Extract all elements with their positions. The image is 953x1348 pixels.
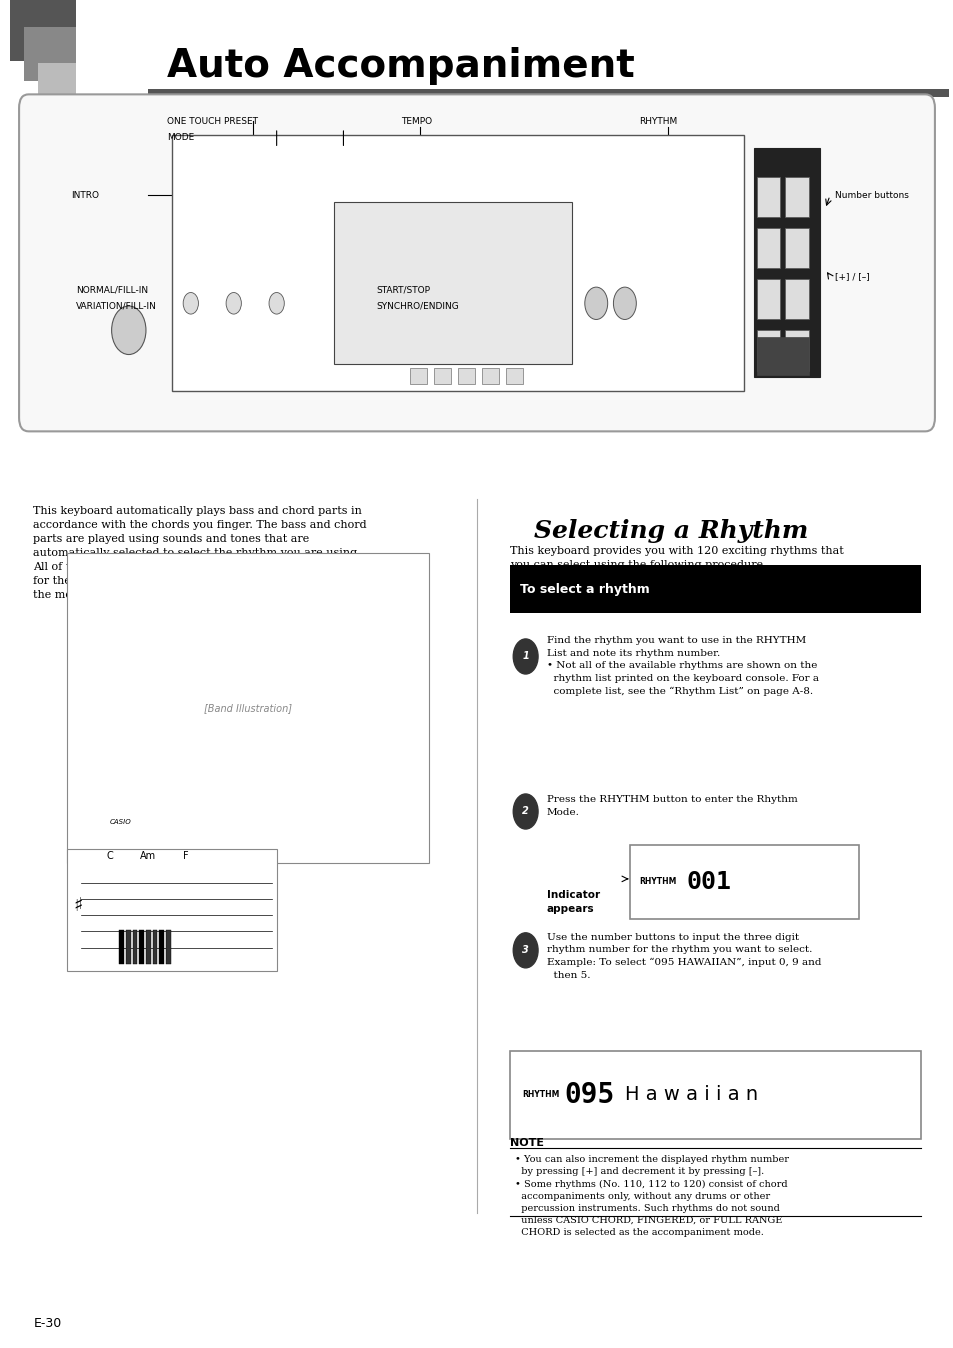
Bar [505,368,522,384]
Circle shape [269,293,284,314]
Bar [148,89,948,97]
Text: SYNCHRO/ENDING: SYNCHRO/ENDING [376,302,459,310]
Circle shape [513,639,537,674]
FancyBboxPatch shape [19,94,934,431]
Text: 095: 095 [564,1081,615,1108]
Text: ♯: ♯ [73,896,83,915]
Bar [139,930,144,964]
Bar [38,63,76,101]
Text: ONE TOUCH PRESET: ONE TOUCH PRESET [167,117,257,125]
Bar [756,330,780,371]
Bar [24,27,76,81]
Bar [784,279,808,319]
Text: NOTE: NOTE [510,1139,544,1148]
Text: Press the RHYTHM button to enter the Rhythm
Mode.: Press the RHYTHM button to enter the Rhy… [546,795,797,817]
Bar [410,368,427,384]
Text: 001: 001 [686,869,731,894]
Bar [146,930,151,964]
Text: To select a rhythm: To select a rhythm [519,582,649,596]
Text: • You can also increment the displayed rhythm number
  by pressing [+] and decre: • You can also increment the displayed r… [515,1155,788,1237]
Text: 2: 2 [521,806,529,817]
Circle shape [226,293,241,314]
Text: Selecting a Rhythm: Selecting a Rhythm [534,519,808,543]
Text: 1: 1 [521,651,529,662]
Circle shape [584,287,607,319]
Text: START/STOP: START/STOP [376,286,431,294]
Circle shape [513,794,537,829]
Bar [334,202,572,364]
Bar [756,279,780,319]
Text: RHYTHM: RHYTHM [639,117,677,125]
Bar [756,177,780,217]
Bar [784,228,808,268]
Bar [152,930,157,964]
Bar [629,845,858,919]
Text: MODE: MODE [167,133,194,142]
Text: INTRO: INTRO [71,191,99,200]
Circle shape [613,287,636,319]
Text: E-30: E-30 [33,1317,62,1330]
Text: TEMPO: TEMPO [400,117,432,125]
Bar [67,553,429,863]
Bar [126,930,131,964]
Bar [434,368,451,384]
Text: This keyboard automatically plays bass and chord parts in
accordance with the ch: This keyboard automatically plays bass a… [33,506,374,600]
Bar [132,930,137,964]
Bar [481,368,498,384]
Text: Find the rhythm you want to use in the RHYTHM
List and note its rhythm number.
•: Find the rhythm you want to use in the R… [546,636,818,696]
Text: This keyboard provides you with 120 exciting rhythms that
you can select using t: This keyboard provides you with 120 exci… [510,546,843,570]
Circle shape [183,293,198,314]
Circle shape [513,933,537,968]
Bar [753,148,820,377]
Text: [Band Illustration]: [Band Illustration] [204,702,292,713]
Bar [67,849,276,971]
Bar [159,930,164,964]
Bar [784,330,808,371]
Text: RHYTHM: RHYTHM [639,878,676,886]
Text: 3: 3 [521,945,529,956]
Bar [166,930,171,964]
Text: Auto Accompaniment: Auto Accompaniment [167,47,634,85]
Bar [756,228,780,268]
Bar [10,0,76,61]
Text: NORMAL/FILL-IN: NORMAL/FILL-IN [76,286,149,294]
Text: Number buttons: Number buttons [834,191,907,200]
Bar [784,177,808,217]
Text: F: F [183,851,189,861]
Bar [510,565,920,613]
Bar [510,1051,920,1139]
Bar [457,368,475,384]
Text: CASIO: CASIO [110,820,132,825]
Text: C: C [106,851,113,861]
Text: RHYTHM: RHYTHM [521,1091,558,1099]
Bar [756,337,808,375]
Text: H a w a i i a n: H a w a i i a n [624,1085,758,1104]
Text: VARIATION/FILL-IN: VARIATION/FILL-IN [76,302,157,310]
Circle shape [112,306,146,355]
Text: [+] / [–]: [+] / [–] [834,272,868,280]
Text: Indicator
appears: Indicator appears [546,890,599,914]
Bar [119,930,124,964]
Bar [172,135,743,391]
Text: Am: Am [140,851,155,861]
Text: Use the number buttons to input the three digit
rhythm number for the rhythm you: Use the number buttons to input the thre… [546,933,821,980]
